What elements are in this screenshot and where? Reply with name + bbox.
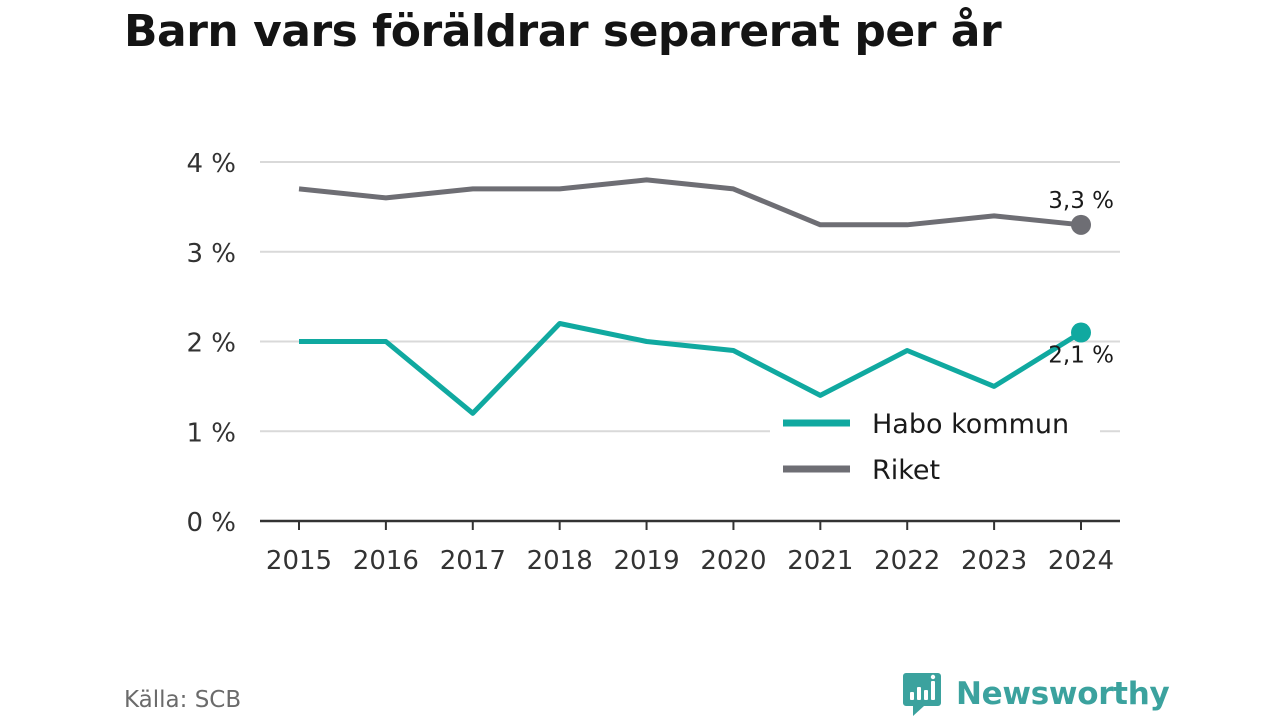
- y-tick-label: 3 %: [186, 239, 236, 269]
- x-tick-label: 2021: [787, 546, 853, 576]
- x-tick-label: 2024: [1048, 546, 1114, 576]
- series-lines: [298, 177, 1091, 416]
- x-tick-label: 2017: [440, 546, 506, 576]
- y-tick-label: 4 %: [186, 149, 236, 179]
- x-tick-label: 2022: [874, 546, 940, 576]
- chart-title: Barn vars föräldrar separerat per år: [124, 6, 1002, 57]
- gridlines: [260, 161, 1120, 433]
- end-value-label: 2,1 %: [1048, 343, 1114, 369]
- x-tick-label: 2019: [613, 546, 679, 576]
- y-tick-label: 2 %: [186, 329, 236, 359]
- x-tick-label: 2018: [527, 546, 593, 576]
- line-chart: 0 % 1 % 2 % 3 % 4 % 2015 2016 2017 2018 2019 2020 2…: [186, 149, 1120, 576]
- legend-background: [770, 400, 1100, 500]
- series-line-habo: [299, 321, 1083, 416]
- newsworthy-logo-icon: [903, 673, 941, 716]
- brand-name: Newsworthy: [956, 676, 1170, 712]
- x-tick-label: 2023: [961, 546, 1027, 576]
- end-value-label: 3,3 %: [1048, 188, 1114, 214]
- source-note: Källa: SCB: [124, 687, 242, 713]
- legend-label: Riket: [872, 455, 940, 486]
- x-tick-label: 2015: [266, 546, 332, 576]
- y-tick-label: 1 %: [186, 418, 236, 448]
- axes: 0 % 1 % 2 % 3 % 4 % 2015 2016 2017 2018 2019 2020 2…: [186, 149, 1120, 576]
- data-point: [1071, 214, 1091, 235]
- data-labels: 2,1 % 3,3 %: [1048, 188, 1114, 369]
- brand-logo: Newsworthy: [902, 670, 1170, 718]
- x-tick-label: 2020: [700, 546, 766, 576]
- x-tick-label: 2016: [353, 546, 419, 576]
- series-line-riket: [298, 177, 1082, 228]
- y-tick-label: 0 %: [186, 508, 236, 538]
- data-point: [1071, 322, 1091, 343]
- legend-label: Habo kommun: [872, 409, 1069, 440]
- legend: Habo kommun Riket: [770, 400, 1100, 500]
